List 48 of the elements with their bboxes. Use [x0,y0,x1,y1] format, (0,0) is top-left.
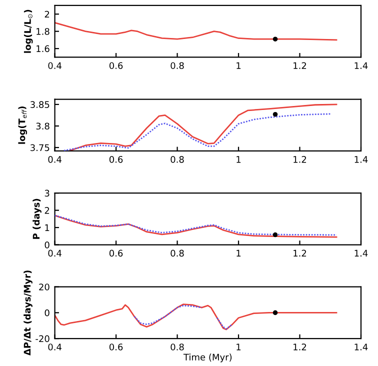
x-tick-label: 1.2 [294,156,306,163]
x-tick-label: 0.6 [109,344,123,350]
y-tick-label: 1 [45,224,50,231]
x-tick-label: 1 [236,62,241,69]
y-tick-label: 20 [39,284,50,290]
x-tick-label: 1.2 [294,344,306,350]
y-tick-label: 2 [44,10,50,18]
y-tick-label: 0 [44,309,50,316]
y-tick-label: 1.6 [36,45,50,52]
x-tick-label: 1.4 [354,250,368,256]
x-tick-label: 1.2 [294,250,306,256]
y-tick-label: 3.85 [30,101,50,108]
x-axis-title: Time (Myr) [183,354,232,362]
x-tick-label: 0.8 [170,156,184,163]
line-series [63,113,332,151]
line-series [216,317,234,330]
x-tick-label: 0.8 [170,250,184,257]
y-tick-label: 1.8 [36,28,50,35]
x-tick-label: 1.4 [354,344,368,350]
x-tick-label: 1.2 [294,62,306,69]
y-axis-title: P (days) [32,198,42,239]
y-tick-label: 3.8 [36,122,50,130]
x-tick-label: 0.4 [48,250,62,257]
x-tick-label: 0.6 [109,156,123,163]
x-tick-label: 0.6 [109,250,123,257]
x-tick-label: 0.6 [109,62,123,70]
y-axis-title: log(T$_{eff}$) [18,106,28,144]
y-tick-label: 3.75 [30,144,50,152]
line-series [54,304,338,330]
line-series [134,304,202,326]
line-series [69,104,338,151]
y-tick-label: 0 [44,241,50,248]
x-tick-label: 0.4 [48,344,62,350]
x-tick-label: 0.8 [170,344,184,350]
x-tick-label: 1.4 [354,62,368,69]
x-tick-label: 1.4 [354,156,368,163]
line-series [54,22,338,41]
y-tick-label: 2 [44,207,50,214]
y-axis-title: log(L/L$_{⊙}$) [24,10,33,53]
y-axis-title: ΔP/Δt (days/Myr) [24,270,32,356]
x-tick-label: 0.4 [48,156,62,163]
x-tick-label: 1 [236,344,241,350]
x-tick-label: 1 [236,250,241,256]
y-tick-label: 3 [44,190,50,197]
x-tick-label: 0.8 [170,62,184,70]
y-tick-label: -20 [36,335,50,342]
x-tick-label: 1 [236,156,241,163]
x-tick-label: 0.4 [48,62,62,70]
